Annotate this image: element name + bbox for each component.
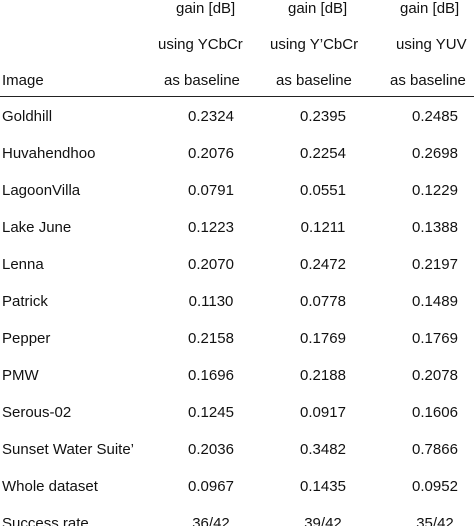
cell-gain-ycbcr: 0.2076: [188, 145, 234, 162]
header-gain-yuv: gain [dB]: [400, 0, 460, 17]
cell-gain-yprimecbcr: 0.2395: [300, 108, 346, 125]
header-gain-yprimecbcr: gain [dB]: [288, 0, 348, 17]
table-row: PMW 0.1696 0.2188 0.2078: [0, 357, 474, 394]
cell-gain-yuv: 0.1229: [412, 182, 458, 199]
table-row: Success rate 36/42 39/42 35/42: [0, 505, 474, 526]
cell-gain-yuv: 0.1388: [412, 219, 458, 236]
cell-gain-ycbcr: 0.2324: [188, 108, 234, 125]
cell-gain-yuv: 0.1489: [412, 293, 458, 310]
table-row: Pepper 0.2158 0.1769 0.1769: [0, 320, 474, 357]
header-baseline-yprimecbcr: as baseline: [276, 72, 352, 89]
cell-image: Pepper: [2, 330, 51, 347]
header-image: Image: [2, 72, 44, 89]
cell-gain-ycbcr: 0.2036: [188, 441, 234, 458]
header-using-ycbcr: using YCbCr: [158, 36, 243, 53]
cell-gain-yuv: 0.2197: [412, 256, 458, 273]
cell-gain-ycbcr: 0.1696: [188, 367, 234, 384]
cell-gain-yuv: 0.2485: [412, 108, 458, 125]
cell-gain-yprimecbcr: 0.2254: [300, 145, 346, 162]
header-using-yprimecbcr: using Y’CbCr: [270, 36, 359, 53]
cell-gain-ycbcr: 0.2158: [188, 330, 234, 347]
table-row: Sunset Water Suite’ 0.2036 0.3482 0.7866: [0, 431, 474, 468]
cell-gain-yuv: 0.0952: [412, 478, 458, 495]
cell-gain-ycbcr: 0.1223: [188, 219, 234, 236]
table-row: LagoonVilla 0.0791 0.0551 0.1229: [0, 172, 474, 209]
table-row: Patrick 0.1130 0.0778 0.1489: [0, 283, 474, 320]
cell-image: Lake June: [2, 219, 72, 236]
cell-gain-yprimecbcr: 0.0778: [300, 293, 346, 310]
table-row: Lake June 0.1223 0.1211 0.1388: [0, 209, 474, 246]
table-row: Lenna 0.2070 0.2472 0.2197: [0, 246, 474, 283]
table-row: Goldhill 0.2324 0.2395 0.2485: [0, 98, 474, 135]
cell-gain-yprimecbcr: 0.1769: [300, 330, 346, 347]
cell-gain-yprimecbcr: 0.2472: [300, 256, 346, 273]
cell-gain-ycbcr: 0.2070: [188, 256, 234, 273]
header-gain-ycbcr: gain [dB]: [176, 0, 236, 17]
cell-gain-yuv: 0.7866: [412, 441, 458, 458]
cell-gain-yprimecbcr: 0.0917: [300, 404, 346, 421]
cell-gain-ycbcr: 0.1130: [188, 293, 234, 310]
cell-gain-yprimecbcr: 0.1211: [300, 219, 346, 236]
cell-image: Serous-02: [2, 404, 72, 421]
cell-image: Patrick: [2, 293, 48, 310]
header-baseline-ycbcr: as baseline: [164, 72, 240, 89]
header-baseline-yuv: as baseline: [390, 72, 466, 89]
cell-gain-yprimecbcr: 0.0551: [300, 182, 346, 199]
cell-gain-ycbcr: 0.0791: [188, 182, 234, 199]
cell-image: PMW: [2, 367, 39, 384]
table-row: Huvahendhoo 0.2076 0.2254 0.2698: [0, 135, 474, 172]
cell-gain-ycbcr: 0.1245: [188, 404, 234, 421]
table-row: Serous-02 0.1245 0.0917 0.1606: [0, 394, 474, 431]
cell-image: Huvahendhoo: [2, 145, 96, 162]
header-using-yuv: using YUV: [396, 36, 467, 53]
cell-gain-yuv: 0.2078: [412, 367, 458, 384]
cell-image: Whole dataset: [2, 478, 98, 495]
cell-gain-yprimecbcr: 39/42: [304, 515, 342, 526]
cell-image: LagoonVilla: [2, 182, 81, 199]
cell-image: Goldhill: [2, 108, 53, 125]
cell-image: Sunset Water Suite’: [2, 441, 135, 458]
cell-gain-ycbcr: 0.0967: [188, 478, 234, 495]
cell-image: Lenna: [2, 256, 44, 273]
cell-gain-yuv: 0.1769: [412, 330, 458, 347]
cell-gain-ycbcr: 36/42: [192, 515, 230, 526]
cell-gain-yuv: 0.2698: [412, 145, 458, 162]
cell-gain-yprimecbcr: 0.3482: [300, 441, 346, 458]
cell-gain-yprimecbcr: 0.1435: [300, 478, 346, 495]
cell-image: Success rate: [2, 515, 89, 526]
table-row: Whole dataset 0.0967 0.1435 0.0952: [0, 468, 474, 505]
cell-gain-yprimecbcr: 0.2188: [300, 367, 346, 384]
cell-gain-yuv: 35/42: [416, 515, 454, 526]
cell-gain-yuv: 0.1606: [412, 404, 458, 421]
table-header: gain [dB] gain [dB] gain [dB] using YCbC…: [0, 0, 474, 97]
